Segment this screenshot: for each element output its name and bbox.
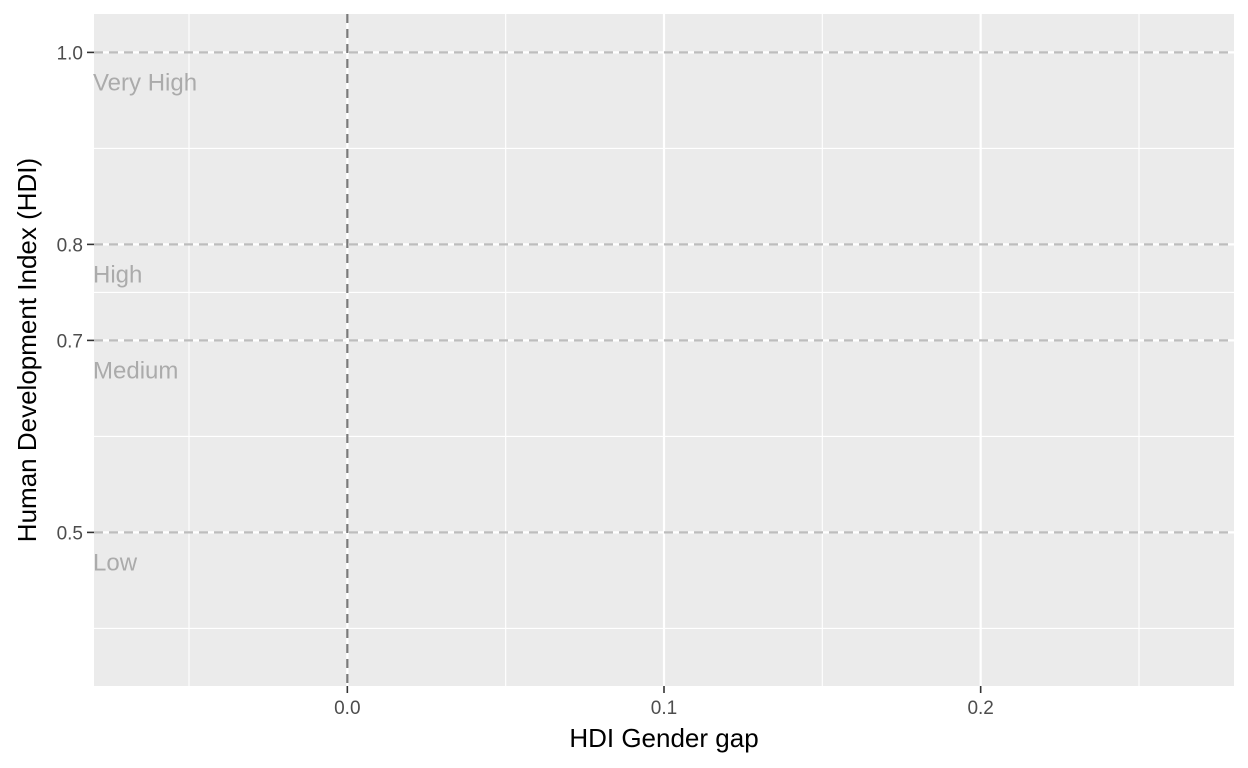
x-tick-label: 0.1 <box>651 698 677 719</box>
x-axis-title: HDI Gender gap <box>569 723 758 753</box>
axis-ticks: 0.5 0.7 0.8 1.0 0.0 0.1 0.2 <box>57 43 994 719</box>
y-tick-label: 0.7 <box>57 331 83 352</box>
y-tick-label: 0.5 <box>57 523 83 544</box>
x-tick-label: 0.2 <box>967 698 993 719</box>
y-tick-label: 0.8 <box>57 235 83 256</box>
hdi-band-label: Medium <box>93 357 178 384</box>
x-tick-label: 0.0 <box>334 698 360 719</box>
hdi-band-label: High <box>93 261 142 288</box>
hdi-band-label: Very High <box>93 69 197 96</box>
y-axis-title: Human Development Index (HDI) <box>12 158 42 542</box>
hdi-band-label: Low <box>93 549 138 576</box>
y-tick-label: 1.0 <box>57 43 83 64</box>
hdi-threshold-lines <box>94 51 1234 534</box>
hdi-band-labels: Very High High Medium Low <box>93 69 197 576</box>
